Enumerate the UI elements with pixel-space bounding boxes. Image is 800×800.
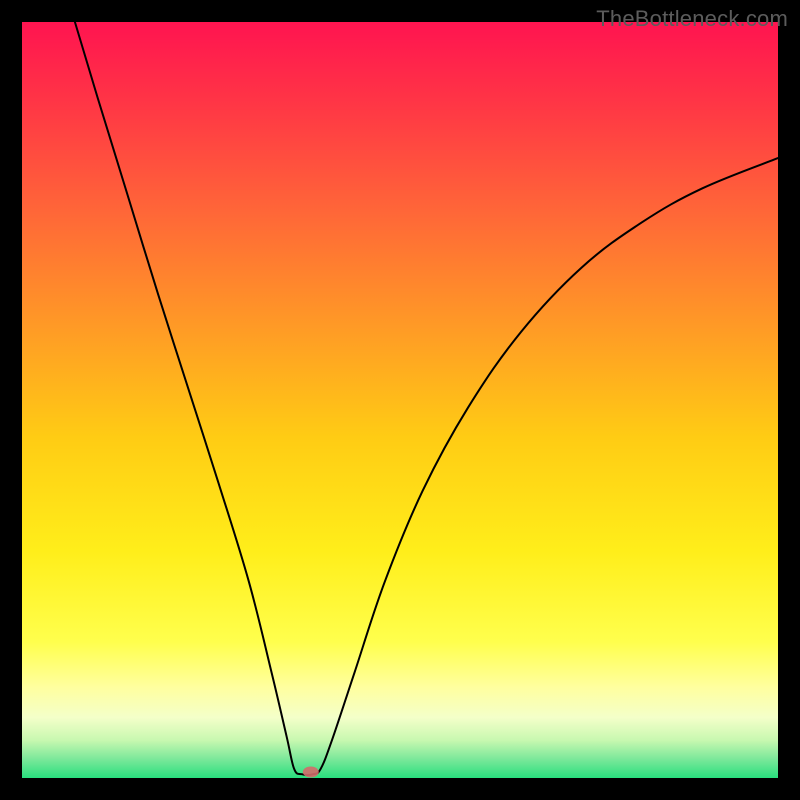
dip-marker xyxy=(303,766,319,777)
watermark-text: TheBottleneck.com xyxy=(596,6,788,32)
plot-background xyxy=(22,22,778,778)
bottleneck-chart xyxy=(0,0,800,800)
chart-frame: TheBottleneck.com xyxy=(0,0,800,800)
